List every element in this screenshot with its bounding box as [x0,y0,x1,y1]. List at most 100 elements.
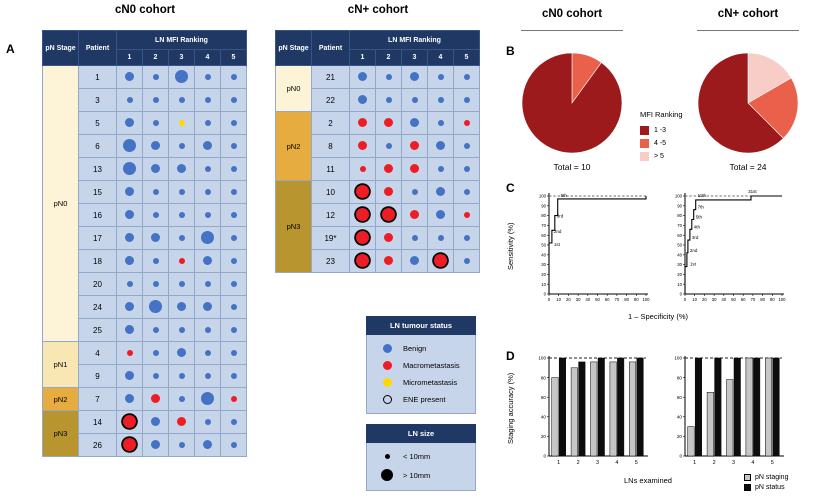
ln-tumour-status-legend: LN tumour status Benign Macrometastasis Mi… [366,316,476,414]
ln-dot-cell [375,157,402,181]
bar-pn-staging [745,357,753,457]
ln-dot-cell [194,318,221,342]
ln-dot-cell [194,157,221,181]
macrometastasis-dot [384,164,393,174]
ln-dot-cell [168,410,195,434]
x-tick-label: 0 [548,297,551,302]
patient-id: 19* [311,226,350,250]
ln-dot-cell [194,203,221,227]
pie-cnplus-total: Total = 24 [729,162,767,172]
benign-dot [204,188,211,195]
ln-dot-cell [427,88,454,112]
patient-header: Patient [78,30,117,66]
patient-row: pN0 21 [275,65,480,112]
benign-dot [204,418,211,425]
size-legend-item-label: > 10mm [403,470,431,480]
x-tick-label: 0 [684,297,687,302]
ln-dot-cell [453,65,480,89]
patient-row: 19* [276,226,480,250]
y-tick-label: 80 [541,375,547,380]
rank-column-label: 4 [427,49,454,66]
benign-dot [177,348,186,358]
mfi-swatch-icon [640,138,649,148]
macrometastasis-dot-ene [356,231,369,245]
pie-cnplus [697,52,799,154]
ln-dot-cell [142,387,169,411]
rank-column-label: 1 [116,49,143,66]
x-category-label: 5 [635,460,638,466]
size-legend-title: LN size [366,424,476,443]
y-tick-label: 50 [677,243,682,248]
patient-id: 5 [78,111,117,135]
patient-row: 5 [43,111,247,135]
bar-pn-staging [590,361,598,457]
size-legend-item: > 10mm [367,465,475,485]
x-category-label: 1 [693,460,696,466]
pie-slice-1-3 [697,52,784,154]
patient-row: 22 [276,88,480,112]
benign-dot-icon [382,344,392,353]
benign-dot [230,441,237,448]
ln-dot-cell [116,88,143,112]
benign-dot [151,233,160,243]
benign-dot [230,234,237,241]
y-tick-label: 10 [677,282,682,287]
bar-pn-staging [726,379,734,457]
benign-dot [203,256,212,266]
roc-annotation: 3rd [692,235,699,240]
benign-dot [178,441,185,448]
ln-dot-cell [194,65,221,89]
benign-dot [125,187,134,197]
x-tick-label: 60 [605,297,610,302]
rank-column-label: 5 [453,49,480,66]
patient-id: 4 [78,341,117,365]
benign-dot [125,325,134,335]
bar-legend-entry: pN status [744,484,788,491]
patient-row: 20 [43,272,247,296]
ln-dot-cell [349,88,376,112]
patient-row: 11 [276,157,480,181]
benign-dot [152,211,159,218]
x-tick-label: 90 [770,297,775,302]
macrometastasis-dot [151,394,160,404]
ln-dot-cell [116,410,143,434]
x-tick-label: 50 [595,297,600,302]
micro-dot-icon [382,378,392,387]
y-tick-label: 80 [541,213,546,218]
benign-dot [385,142,392,149]
ln-dot-cell [168,295,195,319]
mfi-entry-label: 4 -5 [654,139,667,147]
macrometastasis-dot [463,211,470,218]
ln-dot-cell [168,111,195,135]
bar-pn-status [714,357,722,457]
benign-dot [410,72,419,82]
ln-dot-cell [453,249,480,273]
benign-dot [151,417,160,427]
x-tick-label: 80 [760,297,765,302]
benign-dot [204,349,211,356]
ln-dot-cell [220,318,247,342]
macrometastasis-dot-ene [434,254,447,268]
ln-dot-cell [142,111,169,135]
ln-dot-cell [142,180,169,204]
benign-dot [230,349,237,356]
benign-dot [436,210,445,220]
benign-dot [204,372,211,379]
x-tick-label: 30 [712,297,717,302]
y-tick-label: 10 [541,282,546,287]
ln-dot-cell [142,364,169,388]
ln-dot-cell [349,226,376,250]
benign-dot [230,73,237,80]
benign-dot [178,142,185,149]
benign-dot [385,73,392,80]
benign-dot [358,72,367,82]
ln-dot-cell [453,134,480,158]
ln-dot-cell [375,65,402,89]
benign-dot [437,165,444,172]
patient-row: 23 [276,249,480,273]
benign-dot [230,165,237,172]
benign-dot [230,326,237,333]
patient-row: 25 [43,318,247,342]
patient-id: 23 [311,249,350,273]
bar-pn-status [617,357,625,457]
